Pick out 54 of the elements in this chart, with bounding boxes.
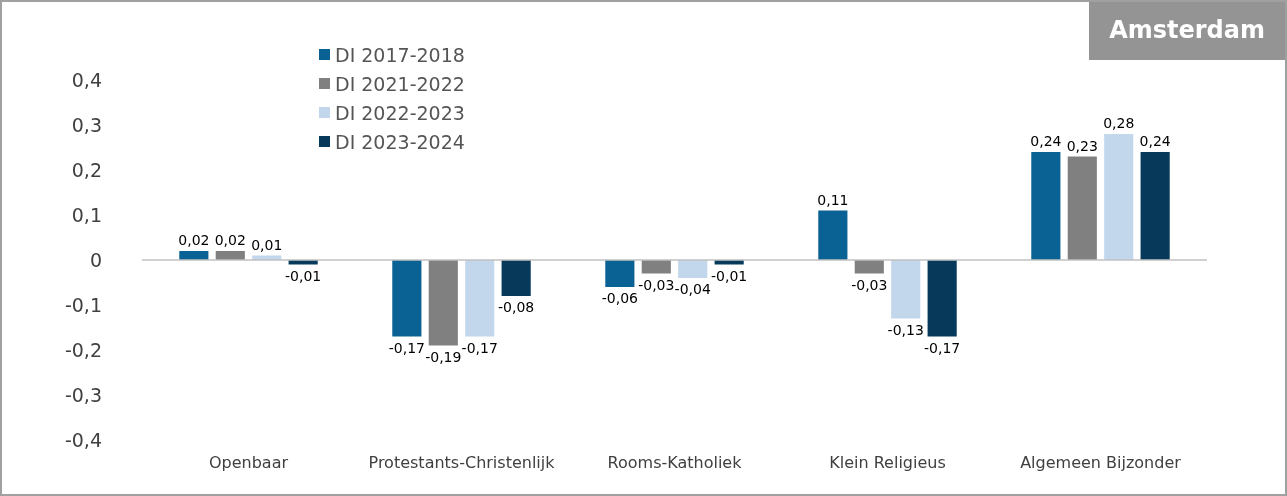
data-label: -0,17	[388, 339, 425, 356]
data-label: 0,02	[214, 232, 246, 248]
data-label: 0,23	[1066, 137, 1098, 154]
bar	[854, 260, 884, 274]
data-label: -0,08	[498, 299, 535, 315]
legend-label: DI 2023-2024	[335, 130, 465, 153]
data-label: 0,28	[1103, 115, 1135, 131]
data-label: -0,03	[851, 276, 888, 293]
data-label: -0,06	[601, 290, 639, 306]
bar	[428, 260, 458, 346]
bar	[605, 260, 635, 287]
data-label: 0,02	[178, 232, 210, 248]
y-tick-label: 0,4	[71, 69, 102, 91]
data-label: -0,04	[674, 281, 711, 297]
bar	[678, 260, 708, 278]
legend-label: DI 2022-2023	[335, 101, 465, 124]
y-tick-label: -0,4	[64, 429, 102, 451]
x-tick-label: Klein Religieus	[829, 452, 946, 472]
x-tick-label: Protestants-Christenlijk	[368, 452, 556, 472]
bar	[818, 210, 848, 260]
data-label: -0,03	[638, 276, 675, 293]
data-label: -0,01	[711, 267, 748, 284]
x-tick-label: Rooms-Katholiek	[607, 452, 743, 472]
data-label: 0,24	[1139, 133, 1171, 149]
bar	[1140, 152, 1170, 260]
data-label: -0,13	[887, 321, 924, 338]
legend-label: DI 2021-2022	[335, 72, 465, 95]
y-tick-label: -0,3	[64, 384, 102, 406]
data-label: 0,01	[251, 236, 283, 253]
bar	[1104, 134, 1134, 260]
data-label: -0,17	[461, 339, 498, 356]
bar	[501, 260, 531, 296]
y-tick-label: 0,2	[71, 159, 102, 181]
legend-label: DI 2017-2018	[335, 43, 465, 66]
data-label: -0,17	[924, 339, 961, 356]
chart-title: Amsterdam	[1089, 2, 1285, 60]
bar	[641, 260, 671, 274]
y-tick-label: 0	[89, 249, 102, 271]
x-tick-label: Algemeen Bijzonder	[1020, 452, 1182, 472]
x-tick-label: Openbaar	[208, 452, 289, 472]
bar	[1031, 152, 1061, 260]
y-tick-label: 0,1	[71, 204, 102, 226]
y-tick-label: 0,3	[71, 114, 102, 136]
data-label: -0,01	[285, 267, 322, 284]
data-label: 0,24	[1030, 133, 1062, 149]
bar	[392, 260, 422, 337]
bar	[1067, 156, 1097, 260]
bar	[891, 260, 921, 319]
y-tick-label: -0,2	[64, 339, 102, 361]
bar	[465, 260, 495, 337]
y-tick-label: -0,1	[64, 294, 102, 316]
data-label: 0,11	[817, 191, 849, 208]
bar	[927, 260, 957, 337]
data-label: -0,19	[425, 348, 462, 365]
